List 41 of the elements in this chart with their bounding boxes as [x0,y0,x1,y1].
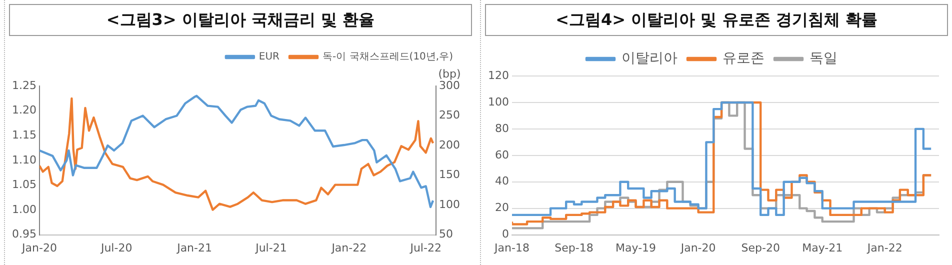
x-tick-label: May-19 [616,241,656,254]
legend-label: 유로존 [722,50,764,67]
y2-tick-label: 100 [439,198,460,211]
x-tick-label: May-21 [802,241,843,254]
y2-tick-label: 150 [439,168,460,182]
y2-tick-label: 50 [439,228,454,241]
y2-tick-label: 250 [439,108,460,122]
x-tick-label: Jul-22 [409,241,442,254]
y-tick-label: 1.25 [12,78,36,92]
legend-label: 독일 [810,50,838,67]
y-tick-label: 60 [494,148,509,162]
y-tick-label: 20 [494,201,509,214]
y-tick-label: 80 [494,122,509,135]
y-tick-label: 1.00 [12,202,36,216]
y-tick-label: 0 [502,228,509,241]
x-tick-label: Jan-18 [494,241,530,254]
y-tick-label: 0.95 [12,228,36,241]
y-tick-label: 1.15 [12,128,36,142]
chart-title: <그림3> 이탈리아 국채금리 및 환율 [9,4,472,36]
y-tick-label: 1.20 [12,104,36,117]
x-tick-label: Sep-20 [741,241,780,254]
y-tick-label: 40 [494,174,509,188]
x-tick-label: Jan-22 [866,241,902,254]
y-tick-label: 1.05 [12,178,36,192]
x-tick-label: Jul-21 [254,241,287,254]
y-tick-label: 1.10 [12,153,36,166]
x-tick-label: Jan-20 [680,241,716,254]
y2-tick-label: 200 [439,138,460,152]
chart-title: <그림4> 이탈리아 및 유로존 경기침체 확률 [485,4,948,36]
x-tick-label: Jan-22 [330,241,367,254]
y-tick-label: 100 [488,95,509,108]
legend-label: 독-이 국채스프레드(10년,우) [322,52,454,63]
x-tick-label: Jul-20 [100,241,132,254]
x-tick-label: Jan-20 [21,241,57,254]
y2-tick-label: 300 [439,78,460,92]
y2-axis-title: (bp) [438,67,461,80]
legend-label: 이탈리아 [622,50,678,67]
x-tick-label: Sep-18 [554,241,594,254]
legend-label: EUR [258,52,280,63]
x-tick-label: Jan-21 [176,241,212,254]
y-tick-label: 120 [488,68,509,82]
